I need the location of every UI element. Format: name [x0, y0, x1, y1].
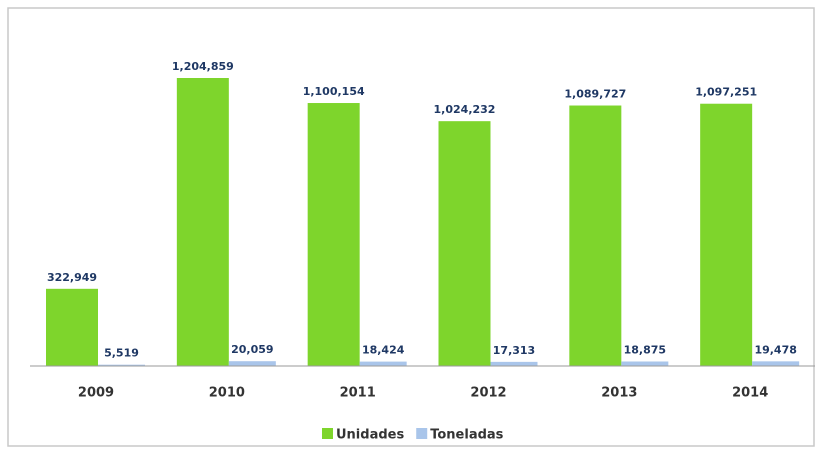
bar: [700, 103, 753, 366]
value-label: 19,478: [754, 343, 796, 356]
legend-label: Toneladas: [430, 428, 503, 443]
bar: [307, 103, 360, 366]
value-label: 1,097,251: [695, 86, 757, 99]
bar: [438, 121, 491, 366]
bar: [569, 105, 622, 366]
bar: [228, 361, 276, 366]
bar: [752, 361, 800, 366]
legend-swatch: [322, 428, 333, 439]
bar: [490, 361, 538, 366]
value-label: 17,313: [493, 344, 535, 357]
x-tick-label: 2010: [209, 386, 245, 401]
legend-label: Unidades: [336, 428, 404, 443]
x-tick-label: 2013: [601, 386, 637, 401]
legend-swatch: [416, 428, 428, 439]
bar: [621, 361, 669, 366]
value-label: 20,059: [231, 343, 273, 356]
chart-frame: [7, 7, 815, 447]
value-label: 18,424: [362, 344, 405, 357]
value-label: 5,519: [104, 347, 139, 360]
bar: [98, 364, 145, 366]
value-label: 322,949: [47, 271, 97, 284]
bar: [176, 78, 229, 366]
value-label: 1,100,154: [303, 85, 365, 98]
bar: [46, 288, 98, 366]
x-tick-label: 2012: [470, 386, 506, 401]
x-tick-label: 2011: [340, 386, 376, 401]
value-label: 18,875: [624, 343, 666, 356]
bar: [359, 361, 407, 366]
value-label: 1,024,232: [434, 103, 496, 116]
x-tick-label: 2014: [732, 386, 768, 401]
value-label: 1,204,859: [172, 60, 234, 73]
value-label: 1,089,727: [564, 88, 626, 101]
x-tick-label: 2009: [78, 386, 114, 401]
